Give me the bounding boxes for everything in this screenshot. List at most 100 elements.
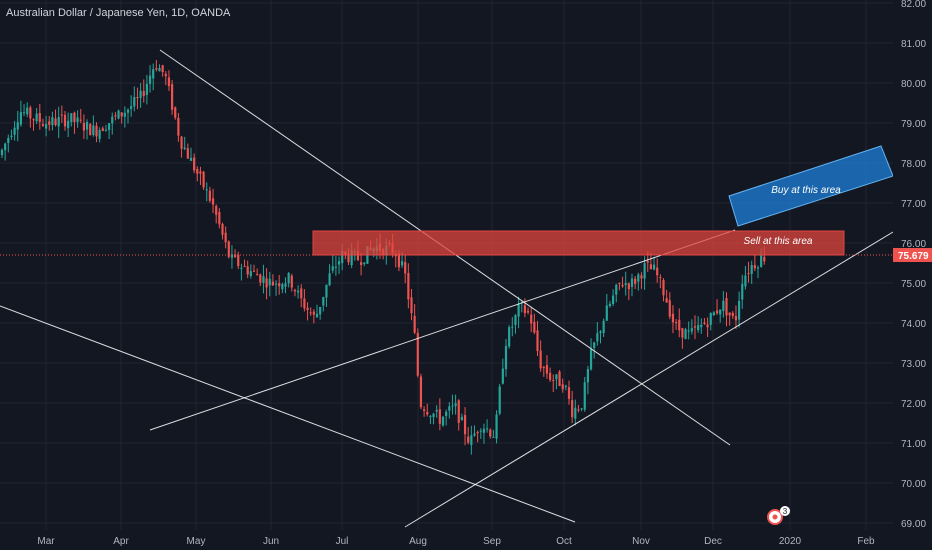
sell-zone-rect[interactable] bbox=[312, 230, 845, 256]
candle bbox=[706, 317, 709, 338]
time-tick-label: Jun bbox=[263, 536, 279, 547]
candle bbox=[489, 428, 492, 439]
candle bbox=[479, 428, 482, 439]
candle bbox=[423, 406, 426, 417]
candle-body bbox=[120, 112, 123, 117]
trend-line[interactable] bbox=[404, 231, 894, 528]
candle-body bbox=[467, 436, 470, 443]
candle-body bbox=[630, 278, 634, 287]
candle bbox=[259, 273, 262, 287]
candle-body bbox=[10, 135, 13, 138]
time-tick-label: Oct bbox=[556, 536, 572, 547]
candle bbox=[79, 108, 82, 124]
candle bbox=[599, 330, 602, 344]
candle bbox=[117, 109, 120, 120]
candle bbox=[470, 425, 473, 455]
candle-body bbox=[709, 313, 712, 325]
candle-body bbox=[148, 75, 152, 84]
time-tick-label: Feb bbox=[857, 536, 875, 547]
ideas-badge[interactable]: 3 bbox=[767, 506, 790, 525]
candle bbox=[54, 109, 57, 127]
candle bbox=[196, 166, 199, 182]
candle-body bbox=[13, 127, 16, 135]
candle bbox=[504, 339, 508, 377]
candle bbox=[593, 341, 596, 359]
candle-body bbox=[514, 315, 517, 325]
candle bbox=[0, 148, 4, 158]
candle-body bbox=[193, 157, 196, 171]
candle bbox=[734, 305, 738, 329]
candle bbox=[624, 271, 627, 296]
candle bbox=[605, 293, 608, 321]
candle bbox=[284, 277, 287, 294]
candle-body bbox=[533, 321, 536, 333]
candle bbox=[177, 113, 180, 142]
candle-body bbox=[114, 115, 117, 117]
time-tick-label: Sep bbox=[483, 536, 501, 547]
candle bbox=[681, 327, 684, 349]
candle bbox=[715, 299, 719, 316]
candle bbox=[67, 112, 70, 138]
candle bbox=[136, 87, 139, 110]
candle-body bbox=[82, 122, 85, 131]
current-price-tag: 75.679 bbox=[893, 248, 932, 262]
candle-body bbox=[249, 271, 252, 276]
candle-body bbox=[656, 267, 659, 276]
candle-body bbox=[35, 113, 38, 122]
trend-line-drawings[interactable] bbox=[0, 49, 894, 528]
candle bbox=[293, 288, 297, 297]
candle bbox=[709, 312, 712, 331]
candle-body bbox=[697, 325, 700, 331]
candle bbox=[741, 274, 744, 309]
candle-body bbox=[731, 312, 734, 317]
candle bbox=[148, 65, 152, 93]
candle bbox=[218, 208, 221, 229]
time-axis[interactable]: Mar Apr May Jun Jul Aug Sep Oct Nov Dec 2020 Feb bbox=[37, 536, 875, 547]
candle-body bbox=[155, 68, 158, 70]
candle bbox=[215, 204, 218, 224]
candle bbox=[580, 408, 583, 412]
price-tick-label: 71.00 bbox=[901, 439, 926, 450]
candle bbox=[712, 311, 715, 316]
candle bbox=[98, 127, 101, 143]
candle-body bbox=[413, 315, 416, 333]
candle-body bbox=[482, 428, 486, 433]
candle-body bbox=[133, 97, 136, 107]
candle-body bbox=[63, 114, 67, 127]
candle-body bbox=[690, 328, 693, 332]
candle-body bbox=[463, 415, 467, 435]
candle-body bbox=[186, 148, 189, 159]
trend-line[interactable] bbox=[0, 305, 576, 523]
candle bbox=[230, 245, 234, 269]
candle-body bbox=[470, 435, 473, 445]
trend-line[interactable] bbox=[149, 229, 736, 431]
candle-body bbox=[728, 312, 731, 316]
candle bbox=[22, 104, 26, 117]
candle-body bbox=[703, 322, 706, 324]
candle bbox=[180, 135, 183, 158]
candle-body bbox=[281, 284, 284, 290]
candle bbox=[303, 289, 306, 312]
candle-body bbox=[0, 149, 4, 156]
candle bbox=[202, 170, 205, 190]
candle-body bbox=[41, 124, 45, 126]
zone-drawings[interactable]: Sell at this area Buy at this area bbox=[0, 145, 894, 256]
candle bbox=[460, 413, 463, 421]
candle-body bbox=[624, 283, 627, 285]
candle-body bbox=[145, 83, 148, 96]
candle bbox=[101, 126, 104, 132]
candle-body bbox=[486, 428, 489, 430]
candle bbox=[558, 370, 561, 387]
candle-body bbox=[104, 129, 108, 131]
candle-body bbox=[73, 112, 76, 122]
candle bbox=[309, 307, 312, 317]
candle-body bbox=[416, 332, 419, 376]
price-axis[interactable]: 82.00 81.00 80.00 79.00 78.00 77.00 76.00 75.00… bbox=[901, 0, 926, 530]
price-tag-background bbox=[893, 248, 932, 262]
candle-body bbox=[325, 284, 328, 298]
candle-body bbox=[16, 122, 19, 130]
candle-body bbox=[508, 327, 511, 347]
candle bbox=[659, 274, 662, 289]
